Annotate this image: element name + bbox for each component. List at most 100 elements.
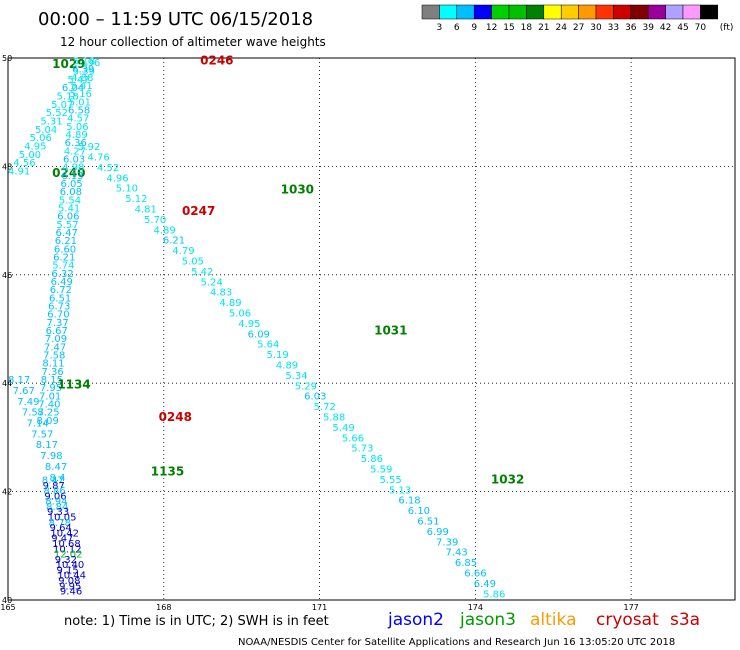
colorbar-label: 12 [486,23,497,33]
x-tick-label: 168 [156,603,171,612]
swh-value: 7.14 [26,419,48,430]
swh-value: 5.73 [351,444,373,455]
swh-value: 10.12 [53,544,82,555]
colorbar-swatch [647,4,666,20]
swh-value: 5.54 [59,195,81,206]
mission-jason3: jason3 [459,610,516,630]
swh-value: 4.89 [65,130,87,141]
pass-time-label: 0240 [52,166,85,180]
swh-value: 6.70 [47,310,69,321]
swh-value: 5.18 [57,91,79,102]
colorbar-label: 39 [642,23,654,33]
x-tick-label: 174 [468,603,483,612]
swh-value: 9.87 [43,481,65,492]
swh-value: 4.96 [106,173,128,184]
colorbar-swatch [700,4,719,20]
swh-value: 8.15 [41,375,63,386]
swh-value: 5.86 [361,454,383,465]
colorbar-label: 27 [573,23,584,33]
swh-value: 8.17 [36,440,58,451]
swh-value: 5.31 [40,116,62,127]
swh-value: 6.03 [63,155,85,166]
colorbar-label: 24 [555,23,567,33]
mission-altika: altika [530,610,577,630]
swh-value: 5.05 [182,257,204,268]
swh-values: 4.914.565.004.955.065.045.315.525.075.18… [8,54,524,601]
swh-value: 10.40 [56,560,85,571]
swh-value: 6.36 [65,138,87,149]
colorbar-label: 18 [521,23,533,33]
pass-time-label: 0248 [159,410,192,424]
swh-value: 9.95 [59,581,81,592]
swh-value: 5.72 [314,402,336,413]
colorbar-swatch [560,4,579,20]
axis-ticks: 165 168 171 174 177 40 42 44 46 48 50 [0,54,638,612]
colorbar-swatch [630,4,649,20]
swh-value: 5.19 [266,350,288,361]
swh-value: 4.89 [153,225,175,236]
x-tick-label: 165 [0,603,15,612]
swh-value: 6.03 [304,392,326,403]
swh-value: 5.01 [69,97,91,108]
colorbar-label: 15 [503,23,514,33]
swh-value: 6.21 [163,236,185,247]
swh-value: 5.88 [323,413,345,424]
x-tick-label: 171 [312,603,327,612]
swh-value: 4.57 [67,114,89,125]
swh-value: 6.10 [408,506,430,517]
colorbar-unit: (ft) [720,23,734,33]
footer-credit: NOAA/NESDIS Center for Satellite Applica… [238,637,675,648]
swh-value: 5.41 [70,81,92,92]
swh-value: 6.72 [50,285,72,296]
swh-value: 9.64 [50,523,72,534]
colorbar-label: 36 [625,23,637,33]
colorbar-swatch [665,4,684,20]
swh-value: 6.49 [51,277,73,288]
swh-value: 6.73 [48,302,70,313]
colorbar-label: 42 [660,23,671,33]
swh-value: 8.94 [45,497,67,508]
swh-value: 5.12 [125,194,147,205]
swh-value: 9.46 [60,587,82,598]
swh-value: 7.57 [31,429,53,440]
colorbar-label: 6 [454,23,460,33]
swh-value: 6.04 [62,83,84,94]
swh-value: 8.25 [37,408,59,419]
swh-value: 8.78 [49,518,71,529]
swh-value: 6.51 [417,516,439,527]
swh-value: 8.47 [42,475,64,486]
pass-time-label: 0247 [182,204,215,218]
colorbar-swatch [439,4,458,20]
swh-value: 5.16 [70,89,92,100]
y-tick-label: 48 [2,162,12,171]
swh-value: 5.55 [380,475,402,486]
swh-value: 10.44 [57,571,86,582]
swh-value: 4.56 [13,158,35,169]
swh-value: 4.89 [219,298,241,309]
swh-value: 4.89 [276,361,298,372]
swh-value: 6.67 [46,326,68,337]
colorbar-label: 70 [695,23,707,33]
chart-subtitle: 12 hour collection of altimeter wave hei… [60,35,326,49]
swh-value: 6.66 [464,568,486,579]
swh-value: 7.58 [43,351,65,362]
swh-colorbar: 3 6 9 12 15 18 21 24 27 30 33 36 39 42 45 70 (ft) [421,4,734,33]
colorbar-label: 3 [437,23,443,33]
swh-value: 10.05 [48,513,77,524]
swh-value: 7.95 [40,383,62,394]
swh-value: 7.36 [42,367,64,378]
swh-value: 6.18 [398,496,420,507]
y-tick-label: 50 [2,54,12,63]
swh-value: 5.70 [144,215,166,226]
pass-time-label: 1032 [491,472,524,486]
colorbar-swatch [595,4,614,20]
swh-value: 8.09 [37,416,59,427]
swh-value: 5.39 [73,66,95,77]
y-tick-label: 44 [2,379,12,388]
swh-value: 7.47 [44,342,66,353]
swh-value: 7.01 [39,391,61,402]
swh-value: 7.67 [13,386,35,397]
colorbar-label: 33 [608,23,619,33]
colorbar-swatch [526,4,545,20]
